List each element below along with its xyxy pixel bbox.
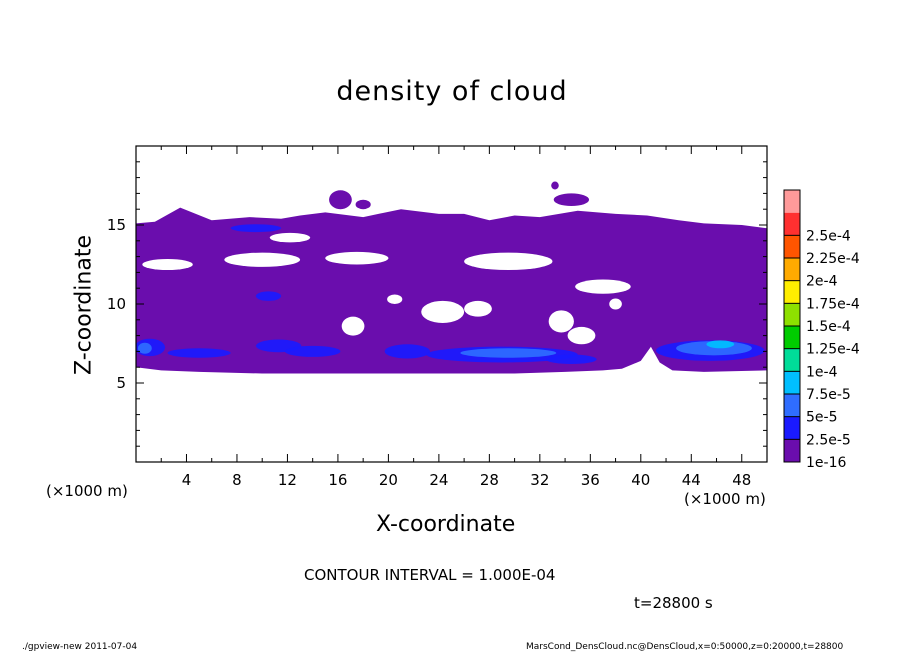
- x-axis-unit-label: (×1000 m): [684, 490, 766, 508]
- y-tick-label: 10: [107, 295, 126, 313]
- cloud-gap: [142, 258, 193, 271]
- x-tick-label: 12: [278, 471, 297, 489]
- x-tick-label: 32: [530, 471, 549, 489]
- colorbar-level-label: 1.5e-4: [806, 319, 851, 335]
- cloud-gap: [548, 310, 574, 333]
- cloud-gap: [567, 326, 596, 345]
- x-tick-label: 28: [480, 471, 499, 489]
- density-contour-blob: [546, 354, 597, 365]
- colorbar: 1e-16 2.5e-5 5e-5 7.5e-5 1e-4 1.25e-4 1.5e-4 1.…: [783, 189, 860, 471]
- cloud-patch: [553, 193, 590, 207]
- cloud-gap: [341, 316, 365, 336]
- colorbar-swatch: [784, 439, 800, 462]
- cloud-gap: [421, 300, 465, 323]
- density-contour-blob: [706, 340, 735, 349]
- colorbar-level-label: 1e-4: [806, 364, 838, 380]
- y-tick-label: 5: [116, 374, 126, 392]
- density-contour-blob: [230, 224, 282, 233]
- colorbar-level-label: 2e-4: [806, 274, 838, 290]
- y-axis-unit-label: (×1000 m): [46, 482, 128, 500]
- cloud-patch: [355, 199, 371, 210]
- colorbar-swatch: [784, 212, 800, 236]
- cloud-gap: [325, 251, 389, 265]
- x-tick-label: 44: [682, 471, 701, 489]
- x-tick-label: 24: [429, 471, 448, 489]
- colorbar-level-label: 5e-5: [806, 410, 837, 426]
- cloud-gap: [464, 300, 492, 317]
- colorbar-swatch: [784, 326, 800, 349]
- cloud-gap: [609, 298, 622, 310]
- chart-title: density of cloud: [336, 76, 568, 107]
- colorbar-level-label: 1.25e-4: [806, 342, 860, 358]
- x-tick-label: 40: [631, 471, 650, 489]
- x-axis-label: X-coordinate: [376, 512, 516, 537]
- x-tick-label: 8: [232, 471, 242, 489]
- x-tick-label: 20: [379, 471, 398, 489]
- contour-interval-label: CONTOUR INTERVAL = 1.000E-04: [304, 566, 556, 584]
- cloud-gap: [575, 279, 631, 294]
- colorbar-swatch: [784, 280, 800, 304]
- x-tick-label: 4: [182, 471, 192, 489]
- x-tick-label: 48: [732, 471, 751, 489]
- colorbar-level-label: 2.5e-5: [806, 432, 851, 448]
- cloud-patch: [329, 190, 352, 210]
- colorbar-swatch: [784, 348, 800, 372]
- colorbar-swatch: [784, 258, 800, 281]
- footer-left-label: ./gpview-new 2011-07-04: [22, 642, 138, 652]
- footer-right-label: MarsCond_DensCloud.nc@DensCloud,x=0:5000…: [526, 642, 844, 652]
- y-axis-label: Z-coordinate: [71, 235, 97, 375]
- colorbar-level-label: 1.75e-4: [806, 296, 860, 312]
- colorbar-swatch: [784, 371, 800, 394]
- density-contour-blob: [167, 348, 231, 358]
- cloud-patch: [551, 181, 559, 190]
- contour-field: [136, 181, 767, 374]
- time-label: t=28800 s: [634, 594, 713, 612]
- cloud-gap: [464, 252, 553, 271]
- density-contour-blob: [460, 348, 557, 358]
- colorbar-swatch: [784, 303, 800, 326]
- colorbar-level-label: 2.25e-4: [806, 251, 860, 267]
- density-contour-blob: [384, 344, 431, 359]
- cloud-gap: [269, 232, 311, 243]
- colorbar-swatch: [784, 416, 800, 440]
- colorbar-swatch: [784, 190, 800, 213]
- density-contour-blob: [137, 342, 152, 354]
- y-tick-label: 15: [107, 216, 126, 234]
- x-tick-label: 16: [328, 471, 347, 489]
- density-contour-blob: [255, 291, 282, 301]
- colorbar-level-label: 7.5e-5: [806, 387, 851, 403]
- cloud-gap: [224, 252, 301, 267]
- density-contour-blob: [284, 345, 341, 357]
- colorbar-swatch: [784, 235, 800, 258]
- colorbar-level-label: 2.5e-4: [806, 228, 851, 244]
- x-tick-label: 36: [581, 471, 600, 489]
- cloud-layer-region: [136, 207, 767, 374]
- colorbar-swatch: [784, 394, 800, 417]
- colorbar-level-label: 1e-16: [806, 455, 846, 471]
- cloud-gap: [387, 294, 403, 305]
